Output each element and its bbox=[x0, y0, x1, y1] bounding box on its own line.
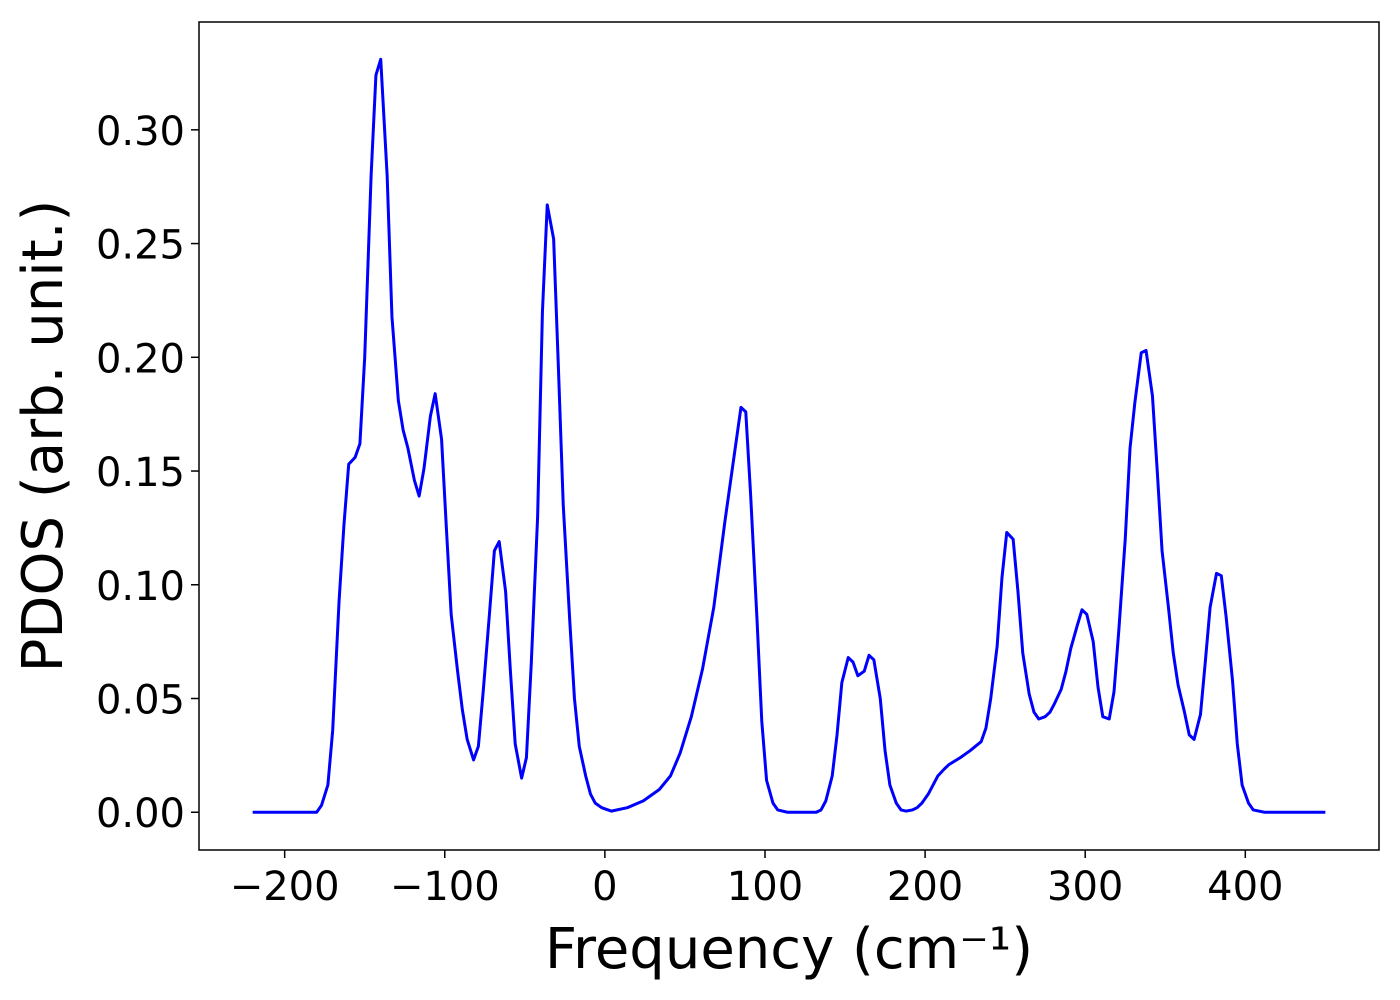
y-tick-label: 0.25 bbox=[96, 223, 185, 269]
x-tick-label: 100 bbox=[727, 864, 803, 910]
x-tick-label: 400 bbox=[1207, 864, 1283, 910]
y-tick-label: 0.05 bbox=[96, 678, 185, 724]
y-axis-label: PDOS (arb. unit.) bbox=[11, 200, 76, 673]
y-tick-label: 0.20 bbox=[96, 336, 185, 382]
y-tick-label: 0.30 bbox=[96, 109, 185, 155]
data-line bbox=[252, 57, 1326, 814]
x-tick-label: 200 bbox=[887, 864, 963, 910]
x-axis-label: Frequency (cm⁻¹) bbox=[545, 917, 1033, 982]
x-tick-label: −200 bbox=[230, 864, 340, 910]
y-tick-label: 0.15 bbox=[96, 450, 185, 496]
y-tick-label: 0.10 bbox=[96, 564, 185, 610]
x-tick-label: 0 bbox=[592, 864, 617, 910]
plot-frame bbox=[198, 21, 1380, 851]
x-tick-label: −100 bbox=[390, 864, 500, 910]
x-tick-label: 300 bbox=[1047, 864, 1123, 910]
y-tick-label: 0.00 bbox=[96, 791, 185, 837]
